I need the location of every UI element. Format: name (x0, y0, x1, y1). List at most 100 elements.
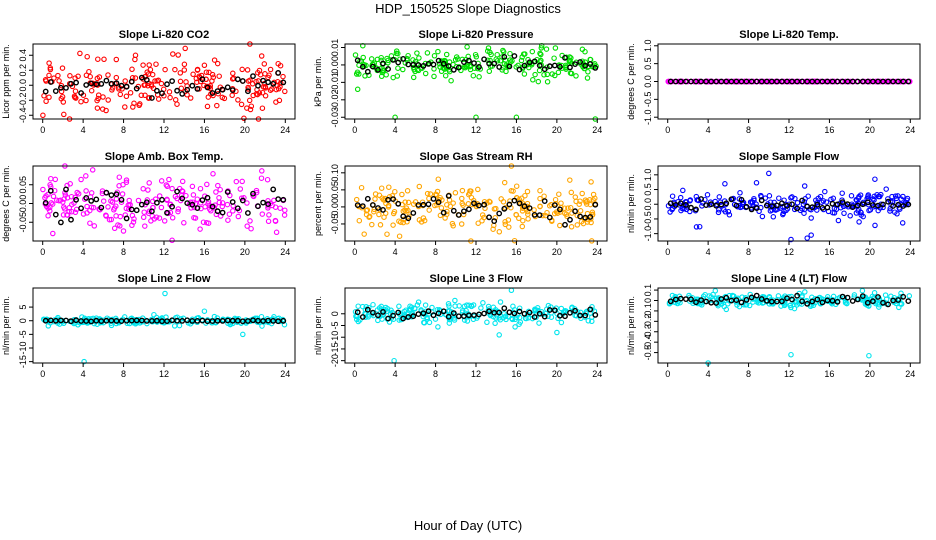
data-point (555, 69, 562, 76)
data-point (404, 188, 411, 194)
data-point (415, 299, 422, 305)
data-point (525, 211, 531, 217)
data-point (190, 71, 196, 78)
data-point (842, 78, 849, 85)
data-point (565, 205, 571, 211)
data-point (492, 320, 498, 327)
y-tick-label: -15 (18, 355, 28, 368)
mean-point (743, 296, 750, 303)
data-point (177, 78, 184, 85)
data-point (851, 292, 858, 298)
data-point (872, 222, 878, 229)
data-point (492, 215, 498, 221)
mean-point (849, 298, 856, 304)
data-point (219, 203, 226, 210)
mean-point (395, 200, 402, 207)
mean-point (774, 78, 780, 85)
data-point (512, 324, 518, 330)
y-axis-label: degrees C per min. (1, 165, 11, 242)
mean-point (425, 61, 432, 67)
data-point (203, 69, 210, 75)
data-point (443, 51, 450, 58)
data-point (548, 304, 554, 310)
data-point (259, 323, 265, 329)
mean-point (113, 191, 120, 198)
data-point (182, 45, 188, 52)
data-point (415, 67, 422, 74)
data-point (385, 204, 392, 210)
mean-point (486, 308, 492, 315)
mean-point (364, 306, 371, 313)
mean-point (476, 202, 482, 209)
y-tick-label: -0.05 (18, 212, 28, 233)
x-tick-label: 16 (199, 369, 209, 379)
mean-point (118, 82, 125, 89)
mean-point (824, 297, 831, 304)
data-point (130, 104, 136, 110)
data-point (380, 311, 386, 318)
mean-point (435, 310, 442, 317)
mean-point (455, 212, 462, 218)
data-point (124, 320, 130, 327)
x-tick-label: 8 (433, 369, 438, 379)
mean-point (900, 203, 907, 209)
data-point (784, 205, 791, 212)
data-point (356, 217, 363, 224)
chart-panel-6: Slope Sample Flow nl/min per min. 0 4 8 12 16 2… (626, 151, 921, 257)
mean-point (819, 299, 826, 306)
data-point (132, 75, 139, 81)
mean-point (265, 79, 271, 86)
data-point (486, 68, 493, 75)
data-point (105, 97, 111, 103)
mean-point (890, 78, 896, 85)
mean-point (68, 318, 74, 325)
mean-point (471, 200, 477, 207)
data-point (426, 207, 432, 213)
mean-point (460, 313, 467, 319)
mean-point (738, 196, 745, 203)
data-point (876, 193, 883, 200)
data-point (856, 219, 862, 225)
data-point (163, 182, 170, 188)
data-point (416, 55, 422, 61)
mean-point (229, 199, 236, 205)
data-point (216, 73, 222, 79)
data-point (47, 65, 54, 71)
mean-point (567, 64, 573, 71)
data-point (87, 207, 93, 214)
mean-point (562, 313, 568, 320)
y-tick-label: 0.2 (18, 64, 28, 77)
data-point (416, 183, 423, 190)
data-point (464, 44, 470, 50)
data-point (262, 93, 269, 99)
data-point (801, 210, 807, 216)
data-point (436, 196, 443, 203)
mean-point (551, 307, 558, 314)
chart-panel-4: Slope Amb. Box Temp. degrees C per min. 0 4… (1, 151, 296, 257)
mean-point (204, 84, 211, 91)
data-point (203, 219, 210, 226)
data-point (86, 68, 92, 75)
data-point (390, 222, 396, 228)
chart-title: Slope Gas Stream RH (419, 151, 532, 163)
data-point (209, 71, 216, 78)
data-point (131, 216, 137, 222)
mean-point (516, 200, 523, 207)
mean-point (58, 219, 64, 226)
data-point (766, 193, 773, 199)
data-point (408, 304, 415, 310)
data-point (55, 72, 61, 79)
mean-point (677, 200, 684, 207)
mean-point (430, 61, 437, 68)
data-point (272, 204, 279, 210)
data-point (370, 301, 376, 308)
data-point (49, 201, 56, 207)
data-point (105, 204, 111, 210)
data-point (196, 73, 202, 80)
data-point (359, 303, 366, 310)
mean-point (400, 213, 407, 220)
data-point (537, 203, 543, 209)
data-point (50, 193, 57, 200)
data-point (484, 319, 490, 326)
y-tick-label: -1.0 (643, 226, 653, 242)
